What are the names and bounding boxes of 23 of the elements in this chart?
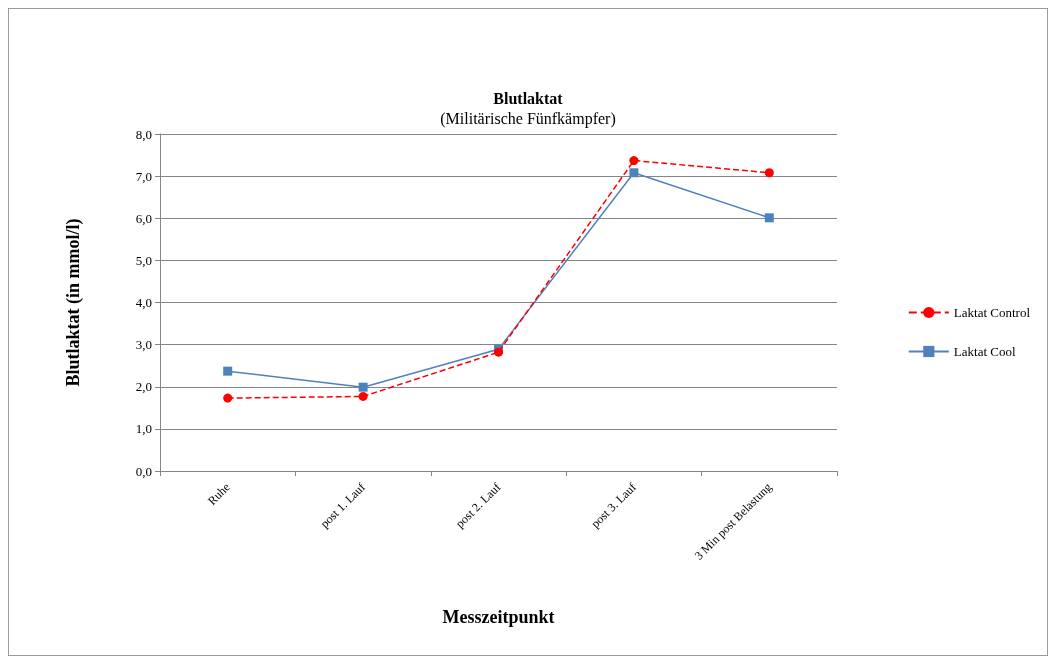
chart-subtitle: (Militärische Fünfkämpfer) <box>440 109 616 128</box>
point <box>358 391 368 401</box>
legend-label: Laktat Control <box>953 305 1031 320</box>
point <box>764 213 774 223</box>
chart-title: Blutlaktat <box>493 89 564 107</box>
y-tick-label: 0,0 <box>135 463 152 479</box>
y-tick-label: 7,0 <box>135 168 152 184</box>
y-tick-label: 5,0 <box>135 252 152 268</box>
point <box>223 393 233 403</box>
point <box>629 168 639 178</box>
point <box>358 382 368 392</box>
x-axis-title: Messzeitpunkt <box>442 607 555 627</box>
y-tick-label: 3,0 <box>135 337 152 353</box>
point <box>223 366 233 376</box>
y-tick-label: 8,0 <box>135 126 152 142</box>
point <box>764 168 774 178</box>
legend-label: Laktat Cool <box>953 344 1016 359</box>
y-tick-label: 2,0 <box>135 379 152 395</box>
y-tick-label: 1,0 <box>135 421 152 437</box>
y-tick-label: 6,0 <box>135 210 152 226</box>
point <box>629 156 639 166</box>
y-tick-label: 4,0 <box>135 295 152 310</box>
y-axis-title: Blutlaktat (in mmol/l) <box>63 218 84 387</box>
